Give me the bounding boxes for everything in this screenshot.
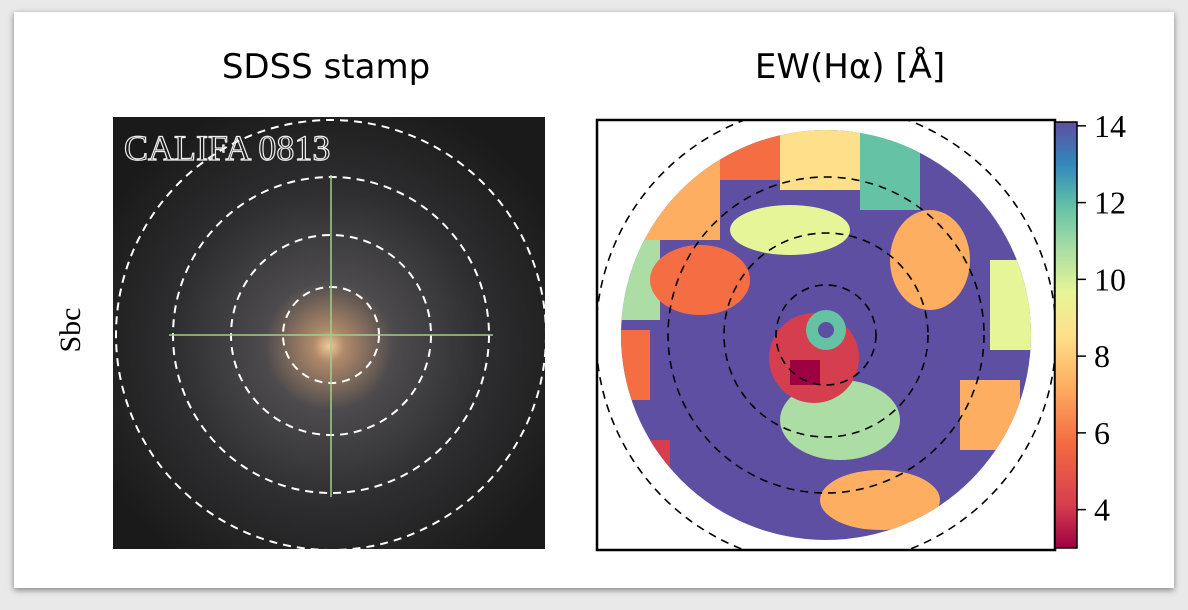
colorbar-tick-label: 6 [1094, 415, 1110, 451]
colorbar [1054, 121, 1078, 549]
panel-title: EW(Hα) [Å] [755, 46, 945, 87]
colorbar-tick-label: 14 [1094, 108, 1126, 144]
colorbar-tick-label: 8 [1094, 338, 1110, 374]
panel-title: SDSS stamp [222, 47, 430, 87]
sdss-image: CALIFA 0813 [113, 117, 547, 551]
colorbar-tick-label: 4 [1094, 492, 1110, 528]
image-label: CALIFA 0813 [124, 128, 330, 168]
colorbar-tick-label: 10 [1094, 261, 1126, 297]
colorbar-tick-label: 12 [1094, 185, 1126, 221]
row-label: Sbc [54, 308, 87, 353]
ew-map [597, 120, 1055, 550]
colorbar-ticks: 4 6 8 10 12 14 [1077, 108, 1126, 528]
